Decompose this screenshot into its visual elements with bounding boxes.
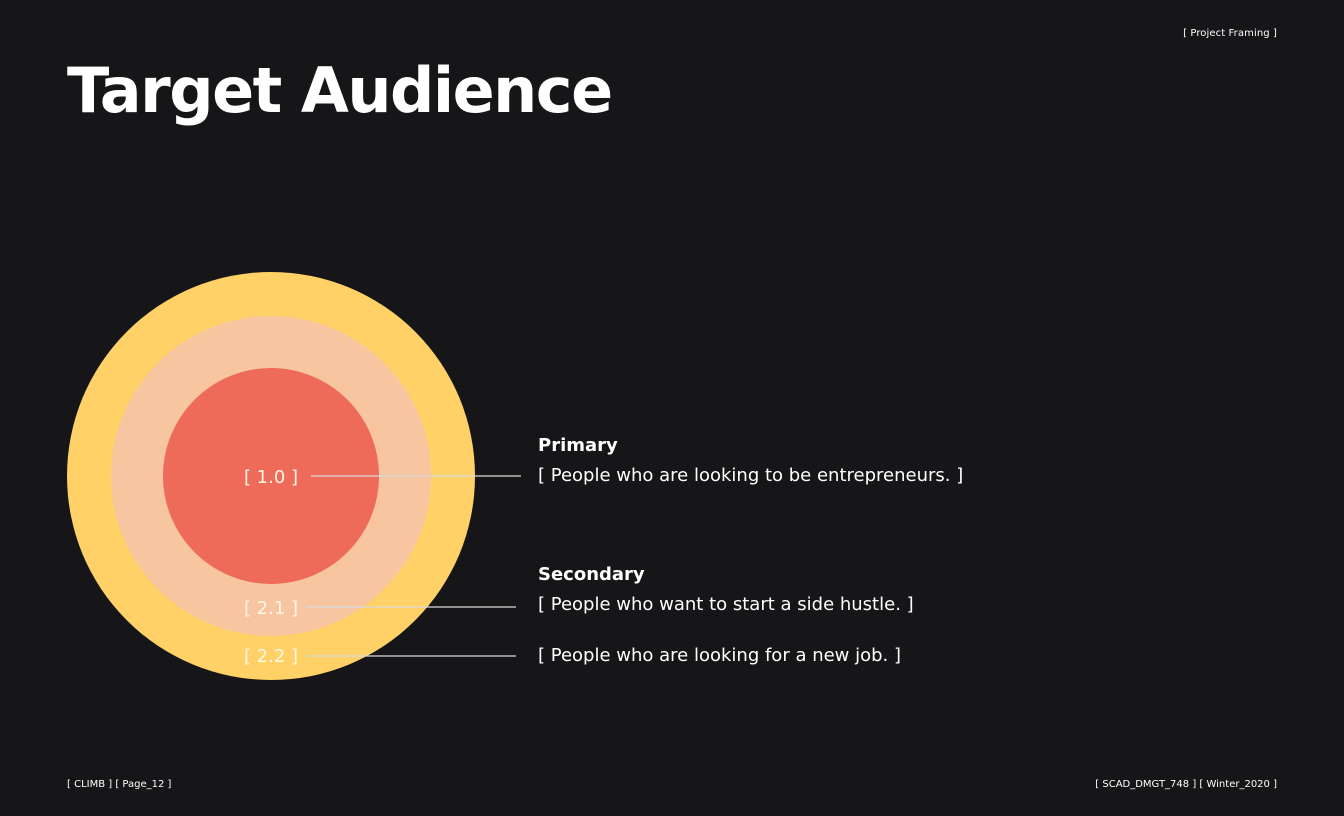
primary-description: [ People who are looking to be entrepren… [538,465,964,486]
page-title: Target Audience [67,54,613,127]
footer-right: [ SCAD_DMGT_748 ] [ Winter_2020 ] [1095,779,1277,790]
secondary-description-2: [ People who are looking for a new job. … [538,645,902,666]
section-tag: [ Project Framing ] [1183,28,1277,39]
footer-left: [ CLIMB ] [ Page_12 ] [67,779,172,790]
ring-label-2-2: [ 2.2 ] [244,646,298,667]
ring-label-2-1: [ 2.1 ] [244,598,298,619]
inner-circle [163,368,379,584]
primary-heading: Primary [538,435,618,456]
secondary-description-1: [ People who want to start a side hustle… [538,594,914,615]
ring-label-1-0: [ 1.0 ] [244,467,298,488]
secondary-heading: Secondary [538,564,645,585]
